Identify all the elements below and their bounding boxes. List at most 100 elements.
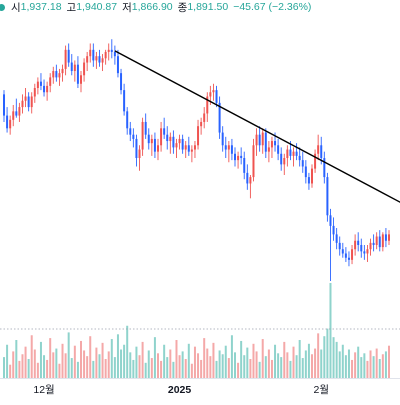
volume-bar (55, 348, 58, 378)
candle (326, 172, 329, 222)
candle-body (200, 121, 203, 127)
candle (116, 49, 119, 78)
candle (67, 43, 70, 67)
candle (304, 160, 307, 184)
high-value: 1,940.87 (76, 1, 118, 13)
volume-bar (277, 353, 280, 378)
volume-bar (178, 355, 181, 378)
volume-bar (354, 352, 357, 378)
volume-bar (227, 358, 230, 378)
candle (138, 145, 141, 171)
candle (295, 143, 298, 161)
volume-bar (104, 359, 107, 378)
volume-bar (347, 349, 350, 378)
candle-body (252, 145, 255, 178)
volume-bar (181, 351, 184, 378)
volume-bar (110, 339, 113, 378)
volume-bar (138, 355, 141, 378)
candle-body (240, 155, 243, 159)
low-value: 1,866.90 (131, 1, 173, 13)
volume-bar (73, 345, 76, 378)
volume-bar (298, 340, 301, 378)
candle-body (304, 166, 307, 178)
candle (110, 39, 113, 59)
candle (258, 126, 261, 152)
volume-pane (3, 283, 390, 378)
candle (351, 244, 354, 265)
candle-body (138, 149, 141, 159)
volume-bar (18, 360, 21, 378)
candle (203, 107, 206, 129)
volume-bar (123, 344, 126, 378)
candle (144, 113, 147, 139)
volume-bar (311, 354, 313, 378)
candle-body (43, 85, 46, 93)
candle-body (135, 138, 138, 159)
trendline[interactable] (114, 50, 400, 203)
candle (388, 230, 390, 245)
volume-bar (243, 355, 246, 378)
candle-body (197, 126, 200, 146)
candle (132, 128, 135, 148)
candle-body (163, 128, 166, 135)
candle (80, 71, 82, 93)
volume-bar (317, 333, 320, 378)
candle (252, 138, 255, 182)
candle (175, 138, 178, 159)
candle-body (258, 134, 261, 146)
candle-body (18, 107, 21, 116)
candle-body (123, 90, 126, 112)
candle-body (283, 158, 286, 165)
candle-body (113, 51, 116, 57)
candle (338, 236, 341, 256)
candle (157, 138, 159, 161)
time-axis-label: 2월 (313, 384, 329, 396)
volume-bar (360, 357, 363, 378)
candle-body (203, 113, 206, 122)
candle (49, 73, 52, 93)
candle (55, 64, 58, 82)
volume-bar (307, 343, 310, 378)
candle (341, 242, 344, 258)
candle-body (332, 225, 335, 235)
candle (237, 151, 240, 169)
candle-body (209, 92, 212, 97)
volume-bar (172, 361, 175, 378)
volume-bar (292, 346, 295, 378)
candle-body (132, 134, 135, 139)
candle (344, 247, 347, 262)
volume-bar (357, 346, 360, 378)
candle-body (388, 234, 390, 241)
candle-body (234, 153, 236, 161)
price-pane (3, 39, 390, 282)
candle-body (178, 138, 181, 144)
candle (169, 132, 172, 154)
candle-body (80, 75, 82, 84)
volume-bar (132, 359, 135, 378)
candle (375, 232, 378, 250)
volume-bar (193, 346, 196, 378)
candle (12, 104, 15, 127)
candle (83, 58, 86, 82)
candle-body (227, 145, 230, 150)
volume-bar (6, 344, 9, 378)
candle (150, 134, 153, 156)
candle-body (95, 56, 98, 61)
volume-bar (280, 357, 283, 378)
volume-bar (43, 355, 46, 378)
candle (135, 134, 138, 167)
candle (39, 73, 42, 91)
volume-bar (388, 345, 390, 378)
volume-bar (230, 335, 233, 378)
candle (378, 230, 381, 252)
candle-body (187, 145, 190, 152)
candle-body (104, 51, 107, 59)
candle (178, 134, 181, 150)
candle-body (317, 145, 320, 154)
candle-body (261, 132, 264, 146)
candle-body (24, 96, 27, 101)
candle-body (341, 249, 344, 254)
volume-bar (335, 341, 338, 378)
candle (369, 238, 372, 256)
